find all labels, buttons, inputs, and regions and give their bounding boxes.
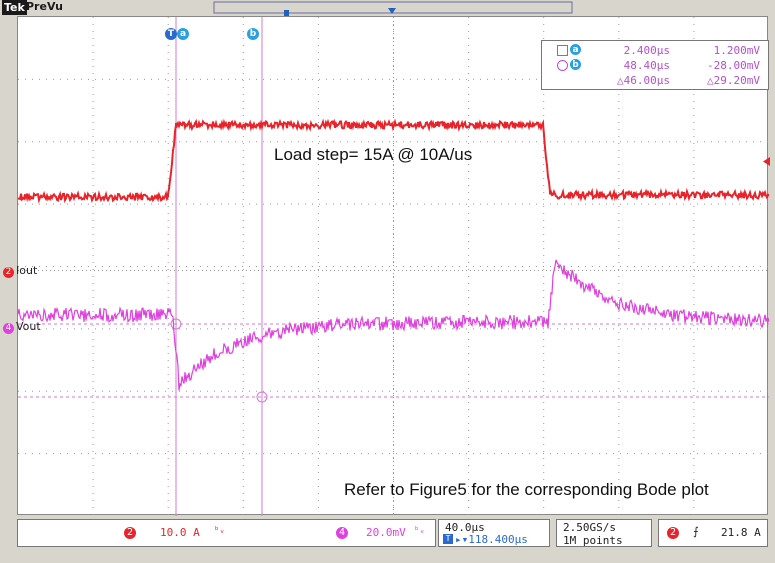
square-cursor-icon	[557, 45, 568, 56]
horizontal-position: ▸▾118.400µs	[455, 533, 528, 546]
cursor-a-time: 2.400µs	[600, 44, 670, 57]
ch2-label[interactable]: 2 Iout	[3, 264, 37, 278]
cursor-b-value: -28.00mV	[682, 59, 760, 72]
sample-rate: 2.50GS/s	[563, 521, 616, 534]
cursor-a-marker[interactable]: a	[177, 28, 189, 40]
readout-row-a: a 2.400µs 1.200mV	[542, 44, 768, 58]
ch2-number-icon: 2	[3, 267, 14, 278]
waveform-display[interactable]	[17, 16, 768, 515]
graticule	[18, 17, 769, 516]
ch4-name: Vout	[16, 320, 41, 333]
cursor-b-marker[interactable]: b	[247, 28, 259, 40]
readout-row-delta: △46.00µs △29.20mV	[542, 74, 768, 88]
channel-scale-box[interactable]: 2 10.0 A ᵇᵥ 4 20.0mV ᵇᵥ	[17, 519, 436, 547]
ch4-scale: 20.0mV	[366, 526, 406, 539]
timebase-box[interactable]: 40.0µs T ▸▾118.400µs	[438, 519, 550, 547]
readout-row-b: b 48.40µs -28.00mV	[542, 59, 768, 73]
ch2-scale: 10.0 A	[160, 526, 200, 539]
cursor-a-value: 1.200mV	[682, 44, 760, 57]
cursor-b-time: 48.40µs	[600, 59, 670, 72]
ch2-badge: 2	[124, 527, 136, 539]
delta-time: △46.00µs	[600, 74, 670, 87]
cursor-a-icon: a	[570, 44, 581, 55]
trigger-marker[interactable]: T	[165, 28, 177, 40]
trigger-box[interactable]: 2 ⨍ 21.8 A	[658, 519, 768, 547]
load-step-annotation: Load step= 15A @ 10A/us	[274, 145, 472, 165]
trigger-level: 21.8 A	[721, 526, 761, 539]
record-length: 1M points	[563, 534, 623, 547]
trigger-position-icon: T	[443, 534, 453, 544]
cursor-readout: a 2.400µs 1.200mV b 48.40µs -28.00mV △46…	[541, 40, 769, 90]
acquisition-box[interactable]: 2.50GS/s 1M points	[556, 519, 652, 547]
rising-edge-icon: ⨍	[693, 525, 699, 538]
circle-cursor-icon	[557, 60, 568, 71]
ch4-number-icon: 4	[3, 323, 14, 334]
delta-value: △29.20mV	[682, 74, 760, 87]
ch4-badge: 4	[336, 527, 348, 539]
ch2-name: Iout	[16, 264, 37, 277]
bandwidth-limit-icon: ᵇᵥ	[214, 526, 225, 536]
cursor-b-icon: b	[570, 59, 581, 70]
bandwidth-limit-icon: ᵇᵥ	[414, 526, 425, 536]
vout-trace	[18, 260, 769, 391]
ch4-label[interactable]: 4 Vout	[3, 320, 41, 334]
trigger-level-arrow-icon	[761, 157, 771, 167]
status-bar: 2 10.0 A ᵇᵥ 4 20.0mV ᵇᵥ 40.0µs T ▸▾118.4…	[17, 519, 768, 549]
refer-annotation: Refer to Figure5 for the corresponding B…	[344, 480, 709, 500]
trigger-source-badge: 2	[667, 527, 679, 539]
